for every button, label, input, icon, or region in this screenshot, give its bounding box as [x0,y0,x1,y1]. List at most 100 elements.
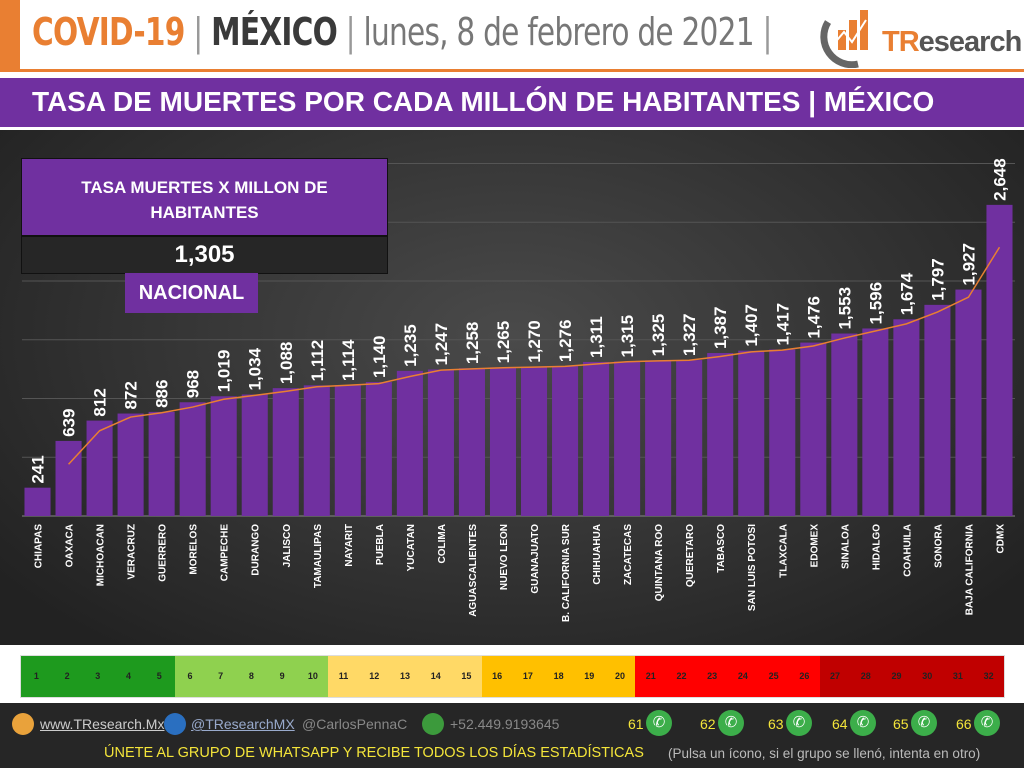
bar-colima [427,369,454,516]
category-label: TLAXCALA [778,524,789,578]
twitter-link[interactable]: @TResearchMX [191,716,295,732]
whatsapp-icon[interactable]: ✆ [786,710,812,736]
bar-guanajuato [520,366,548,516]
scale-cell: 19 [573,656,605,697]
data-label: 1,270 [525,320,544,363]
scale-cell: 16 [481,656,513,697]
bar-tlaxcala [769,349,796,516]
data-label: 1,387 [711,306,730,349]
group-number: 62 [700,716,716,732]
scale-cell: 27 [819,656,851,697]
whatsapp-icon[interactable]: ✆ [974,710,1000,736]
data-label: 1,140 [370,336,389,379]
website-link[interactable]: www.TResearch.Mx [40,716,165,732]
whatsapp-icon[interactable]: ✆ [646,710,672,736]
data-label: 1,088 [277,342,296,385]
bar-oaxaca [55,440,82,516]
bar-coahuila [893,319,920,516]
category-label: SINALOA [840,524,851,569]
data-label: 1,407 [742,304,761,347]
scale-cell: 24 [727,656,759,697]
category-label: COAHUILA [902,524,913,577]
data-label: 1,276 [556,320,575,363]
scale-cell: 20 [604,656,636,697]
category-label: GUERRERO [158,524,169,582]
phone-number: +52.449.9193645 [450,716,560,732]
scale-cell: 3 [82,656,114,697]
whatsapp-icon[interactable]: ✆ [911,710,937,736]
national-rate-box: TASA MUERTES X MILLON DE HABITANTES 1,30… [21,158,388,274]
data-label: 1,596 [866,282,885,325]
bar-veracruz [117,413,144,516]
category-label: YUCATAN [406,524,417,571]
category-label: HIDALGO [871,524,882,570]
scale-cell: 22 [666,656,697,697]
scale-cell: 2 [51,656,83,697]
scale-cell: 12 [358,656,390,697]
category-label: COLIMA [437,524,448,563]
bar-tamaulipas [303,385,330,516]
group-number: 64 [832,716,848,732]
bar-hidalgo [862,328,889,516]
category-label: TAMAULIPAS [313,524,324,588]
data-label: 1,476 [804,296,823,339]
logo-chart-icon [820,10,868,69]
bar-chart: 241 CHIAPAS 639 OAXACA 812 MICHOACAN 872 VERACR… [22,158,1015,622]
page-title: COVID-19 | MÉXICO | lunes, 8 de febrero … [32,10,772,54]
data-label: 1,112 [308,340,327,382]
bar-yucatan [396,370,423,516]
trendline [67,246,1001,465]
bar-chihuahua [583,361,610,516]
footer: www.TResearch.Mx @TResearchMX @CarlosPen… [0,703,1024,768]
bar-guerrero [148,411,175,516]
category-label: SAN LUIS POTOSI [747,524,758,611]
category-label: GUANAJUATO [530,524,541,594]
scale-cell: 21 [635,656,667,697]
bar-cdmx [986,204,1013,517]
whatsapp-icon[interactable]: ✆ [718,710,744,736]
category-label: CDMX [995,524,1006,554]
scale-cell: 29 [881,656,912,697]
whatsapp-icon[interactable]: ✆ [850,710,876,736]
data-label: 1,247 [432,323,451,366]
bar-campeche [210,396,237,516]
category-label: TABASCO [716,524,727,573]
bar-chiapas [24,487,51,516]
title-covid: COVID-19 [32,10,185,54]
data-label: 1,797 [928,258,947,301]
data-label: 1,019 [215,350,234,393]
data-label: 872 [122,381,141,409]
tresearch-logo: TResearch [818,2,1024,69]
group-number: 63 [768,716,784,732]
category-label: OAXACA [65,524,76,567]
category-label: JALISCO [282,524,293,568]
accent-stripe [0,0,20,70]
scale-cell: 32 [973,656,1004,697]
bar-sonora [924,304,951,516]
category-label: MORELOS [189,524,200,575]
category-label: MICHOACAN [96,524,107,586]
category-label: CAMPECHE [220,524,231,582]
title-date: lunes, 8 de febrero de 2021 [363,10,755,54]
category-label: QUERETARO [685,524,696,587]
scale-cell: 17 [512,656,544,697]
data-label: 812 [91,388,110,416]
scale-cell: 18 [543,656,574,697]
scale-cell: 13 [389,656,421,697]
bar-nuevo-leon [489,367,517,516]
bar-michoacan [86,420,113,516]
group-number: 65 [893,716,909,732]
data-label: 1,315 [618,315,637,358]
bar-aguascalientes [458,368,485,516]
national-rate-title: TASA MUERTES X MILLON DE HABITANTES [21,158,388,236]
scale-cell: 11 [328,656,359,697]
data-label: 1,325 [649,314,668,357]
category-label: NUEVO LEON [499,524,510,590]
scale-cell: 5 [143,656,175,697]
bar-edomex [800,342,827,516]
national-rate-value: 1,305 [21,236,388,274]
group-number: 61 [628,716,644,732]
whatsapp-note: (Pulsa un ícono, si el grupo se llenó, i… [668,746,981,761]
bar-queretaro [676,360,703,516]
category-label: AGUASCALIENTES [468,524,479,617]
